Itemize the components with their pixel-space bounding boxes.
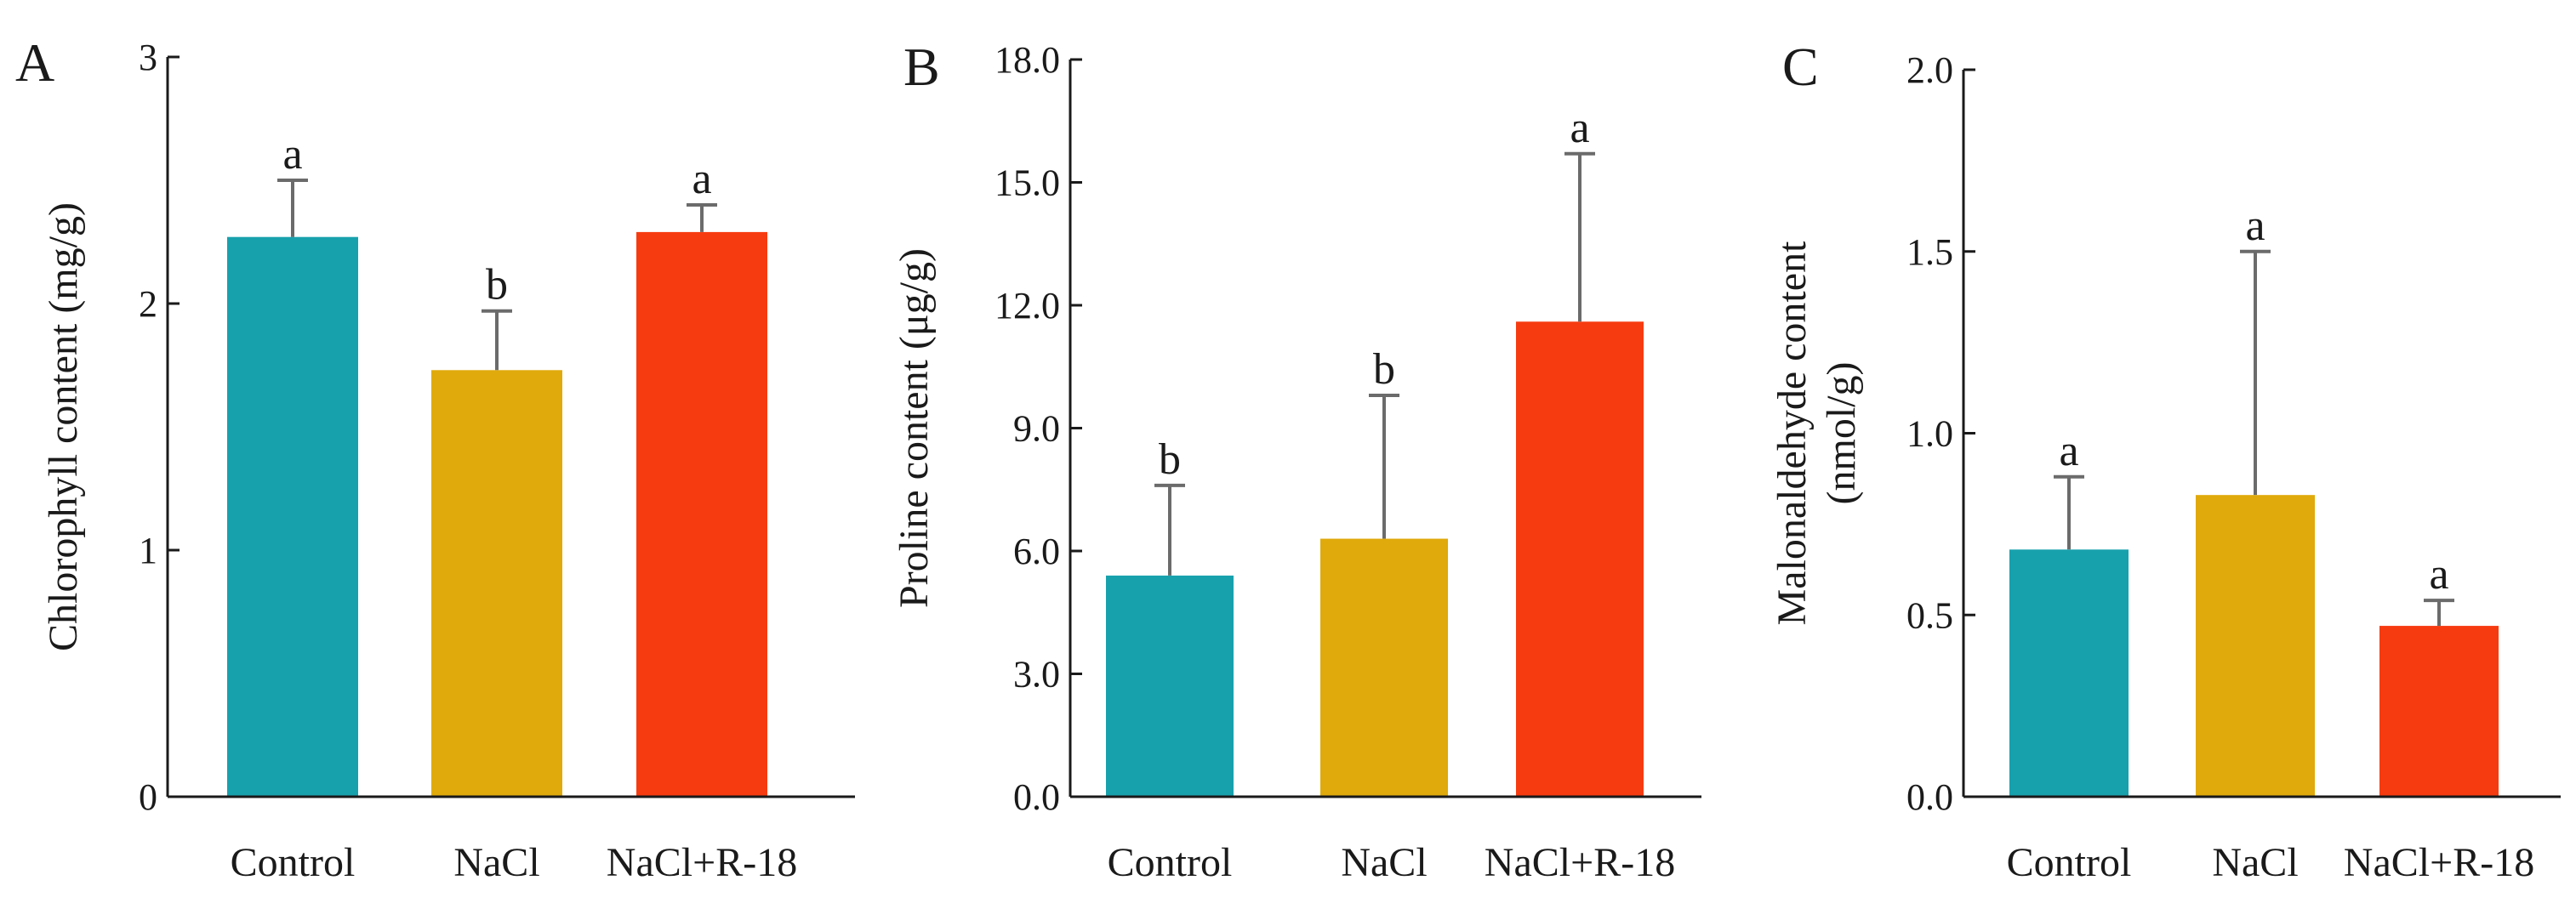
x-category-label: NaCl+R-18 (607, 840, 797, 885)
x-category-label: NaCl+R-18 (1485, 840, 1675, 885)
bar-nacl (2196, 495, 2315, 797)
y-tick-label: 0.0 (1906, 776, 1953, 818)
x-category-label: NaCl (2212, 840, 2298, 885)
y-tick-label: 1.0 (1906, 413, 1953, 455)
y-tick-label: 1.5 (1906, 231, 1953, 273)
significance-label: a (2429, 550, 2448, 599)
y-tick-label: 3.0 (1013, 654, 1060, 696)
y-tick-label: 3 (139, 37, 157, 78)
panel-letter-c: C (1782, 37, 1819, 97)
x-category-label: Control (1108, 840, 1233, 885)
bar-nacl (431, 370, 562, 797)
y-axis-title: Chlorophyll content (mg/g) (41, 202, 86, 651)
panel-b: Bb b a 0.0 3.0 6.0 9.0 12.0 15.0 18.0 Control NaCl N… (892, 37, 1701, 885)
x-category-label: Control (231, 840, 356, 885)
significance-label: b (486, 261, 508, 310)
y-tick-label: 1 (139, 530, 157, 571)
significance-label: b (1373, 345, 1395, 394)
y-tick-label: 2 (139, 283, 157, 325)
y-tick-label: 6.0 (1013, 531, 1060, 572)
y-axis-title: (nmol/g) (1819, 362, 1864, 505)
x-category-label: NaCl (453, 840, 539, 885)
significance-label: a (1570, 104, 1589, 152)
panel-letter-a: A (15, 32, 54, 93)
x-category-label: NaCl+R-18 (2344, 840, 2534, 885)
x-category-label: Control (2007, 840, 2132, 885)
panel-letter-b: B (903, 37, 940, 97)
x-category-label: NaCl (1341, 840, 1427, 885)
bar-nacl-r-18 (636, 231, 767, 797)
bar-nacl (1320, 538, 1448, 797)
y-axis-title: Proline content (μg/g) (892, 248, 937, 608)
panel-a: Aa b a 0 1 2 3 Control NaCl NaCl+R-18 Chlorophyll … (15, 32, 855, 885)
y-tick-label: 15.0 (994, 162, 1060, 204)
panel-c: Ca a a 0.0 0.5 1.0 1.5 2.0 Control NaCl NaCl+R-18 M… (1770, 37, 2561, 885)
y-axis-title: Malonaldehyde content (1770, 241, 1815, 626)
bar-nacl-r-18 (1516, 321, 1644, 797)
bar-control (2009, 549, 2129, 797)
y-tick-label: 0 (139, 776, 157, 818)
bar-nacl-r-18 (2379, 626, 2499, 797)
y-tick-label: 9.0 (1013, 408, 1060, 450)
y-tick-label: 0.5 (1906, 594, 1953, 636)
y-tick-label: 12.0 (994, 285, 1060, 327)
significance-label: a (2059, 427, 2078, 475)
bar-control (227, 236, 358, 797)
y-tick-label: 18.0 (994, 39, 1060, 81)
y-tick-label: 2.0 (1906, 49, 1953, 91)
y-tick-label: 0.0 (1013, 776, 1060, 818)
bar-control (1106, 575, 1234, 797)
significance-label: a (692, 155, 711, 203)
significance-label: a (282, 130, 302, 179)
significance-label: a (2245, 202, 2265, 250)
significance-label: b (1159, 435, 1181, 484)
